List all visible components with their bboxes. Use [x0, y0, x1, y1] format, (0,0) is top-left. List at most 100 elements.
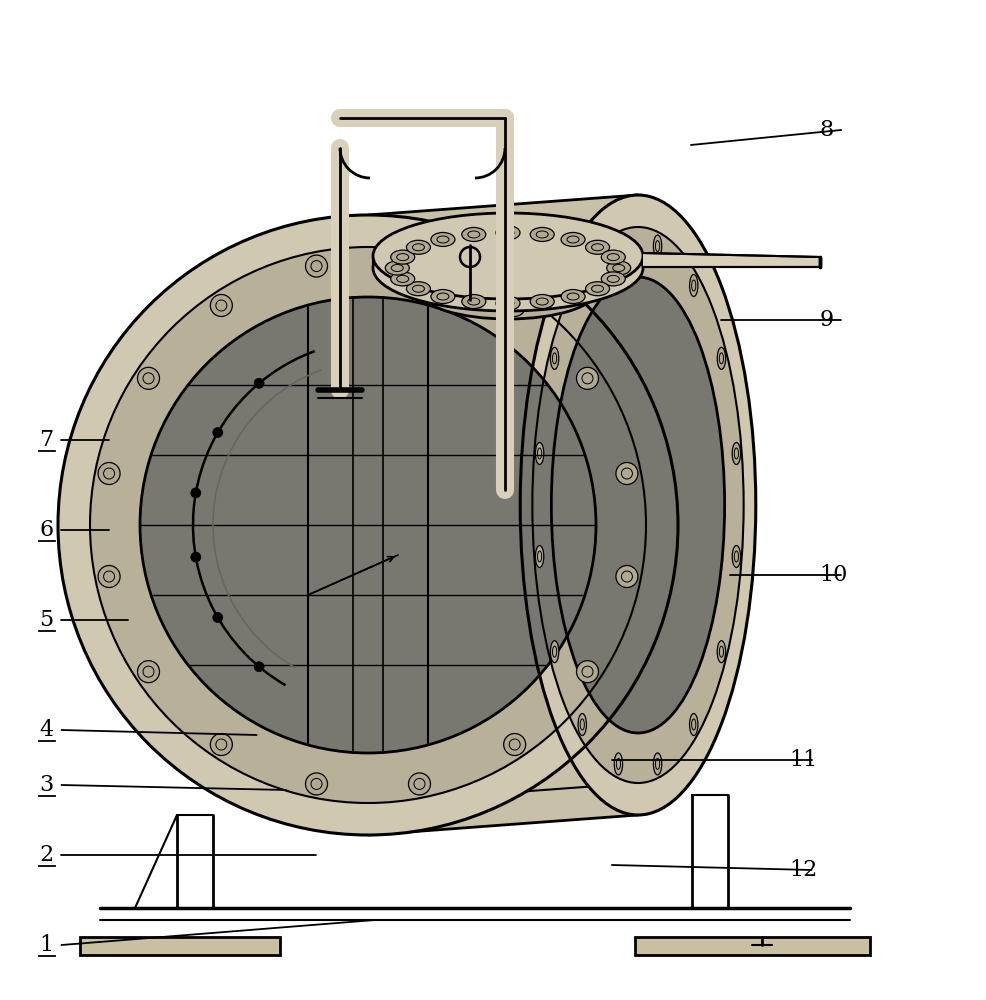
Ellipse shape	[732, 546, 740, 568]
Text: 2: 2	[39, 844, 53, 866]
Circle shape	[140, 297, 596, 753]
Ellipse shape	[550, 641, 558, 663]
Ellipse shape	[431, 232, 455, 246]
Circle shape	[190, 552, 200, 562]
Ellipse shape	[606, 261, 630, 275]
Circle shape	[503, 294, 526, 316]
Ellipse shape	[472, 293, 489, 303]
Ellipse shape	[450, 288, 465, 298]
Ellipse shape	[529, 227, 554, 241]
Ellipse shape	[461, 295, 485, 309]
Text: 5: 5	[39, 609, 53, 631]
Circle shape	[306, 773, 327, 795]
Ellipse shape	[420, 263, 596, 319]
Text: 11: 11	[789, 749, 817, 771]
Circle shape	[137, 367, 160, 389]
Ellipse shape	[529, 295, 554, 309]
Ellipse shape	[549, 256, 565, 266]
Ellipse shape	[613, 235, 622, 257]
Circle shape	[137, 661, 160, 683]
Text: 1: 1	[39, 934, 53, 956]
Ellipse shape	[717, 641, 725, 663]
Ellipse shape	[689, 274, 697, 296]
Circle shape	[576, 367, 598, 389]
Ellipse shape	[500, 250, 516, 260]
Text: 9: 9	[818, 309, 832, 331]
Ellipse shape	[450, 256, 465, 266]
Circle shape	[213, 612, 223, 622]
Circle shape	[306, 255, 327, 277]
Polygon shape	[80, 937, 280, 955]
Circle shape	[98, 566, 120, 588]
Ellipse shape	[435, 281, 451, 291]
Circle shape	[253, 378, 264, 388]
Circle shape	[615, 566, 637, 588]
Circle shape	[253, 662, 264, 672]
Text: 10: 10	[818, 564, 847, 586]
Ellipse shape	[429, 272, 445, 282]
Circle shape	[90, 247, 646, 803]
Ellipse shape	[717, 347, 725, 369]
Ellipse shape	[600, 272, 625, 286]
Circle shape	[58, 215, 677, 835]
Ellipse shape	[560, 232, 585, 246]
Ellipse shape	[431, 290, 455, 304]
Ellipse shape	[550, 347, 558, 369]
Ellipse shape	[564, 281, 581, 291]
Ellipse shape	[373, 225, 642, 311]
Ellipse shape	[534, 442, 543, 464]
Ellipse shape	[732, 442, 740, 464]
Text: 4: 4	[39, 719, 53, 741]
Ellipse shape	[435, 263, 451, 273]
Text: 3: 3	[39, 774, 53, 796]
Ellipse shape	[406, 282, 430, 296]
Circle shape	[213, 428, 223, 438]
Ellipse shape	[564, 263, 581, 273]
Ellipse shape	[585, 282, 609, 296]
Ellipse shape	[385, 261, 409, 275]
Ellipse shape	[578, 274, 586, 296]
Ellipse shape	[534, 546, 543, 568]
Ellipse shape	[653, 753, 661, 775]
Circle shape	[210, 734, 232, 756]
Text: 6: 6	[39, 519, 53, 541]
Ellipse shape	[390, 250, 414, 264]
Ellipse shape	[531, 227, 742, 783]
Ellipse shape	[420, 249, 596, 305]
Circle shape	[210, 294, 232, 316]
Ellipse shape	[570, 272, 586, 282]
Circle shape	[408, 773, 430, 795]
Ellipse shape	[527, 251, 542, 261]
Circle shape	[503, 734, 526, 756]
Circle shape	[190, 488, 200, 498]
Ellipse shape	[496, 296, 520, 310]
Text: 7: 7	[39, 429, 53, 451]
Ellipse shape	[520, 195, 755, 815]
Polygon shape	[642, 253, 819, 267]
Circle shape	[576, 661, 598, 683]
Circle shape	[615, 462, 637, 484]
Circle shape	[408, 255, 430, 277]
Ellipse shape	[472, 251, 489, 261]
Ellipse shape	[373, 213, 642, 299]
Ellipse shape	[578, 714, 586, 736]
Text: 8: 8	[818, 119, 832, 141]
Polygon shape	[465, 277, 549, 311]
Ellipse shape	[390, 272, 414, 286]
Text: 12: 12	[789, 859, 817, 881]
Circle shape	[98, 462, 120, 484]
Ellipse shape	[560, 290, 585, 304]
Ellipse shape	[527, 293, 542, 303]
Ellipse shape	[461, 227, 485, 241]
Ellipse shape	[406, 240, 430, 254]
Ellipse shape	[653, 235, 661, 257]
Ellipse shape	[496, 226, 520, 240]
Ellipse shape	[585, 240, 609, 254]
Ellipse shape	[689, 714, 697, 736]
Ellipse shape	[600, 250, 625, 264]
Ellipse shape	[551, 277, 724, 733]
Ellipse shape	[549, 288, 565, 298]
Ellipse shape	[500, 294, 516, 304]
Ellipse shape	[613, 753, 622, 775]
Polygon shape	[368, 195, 637, 835]
